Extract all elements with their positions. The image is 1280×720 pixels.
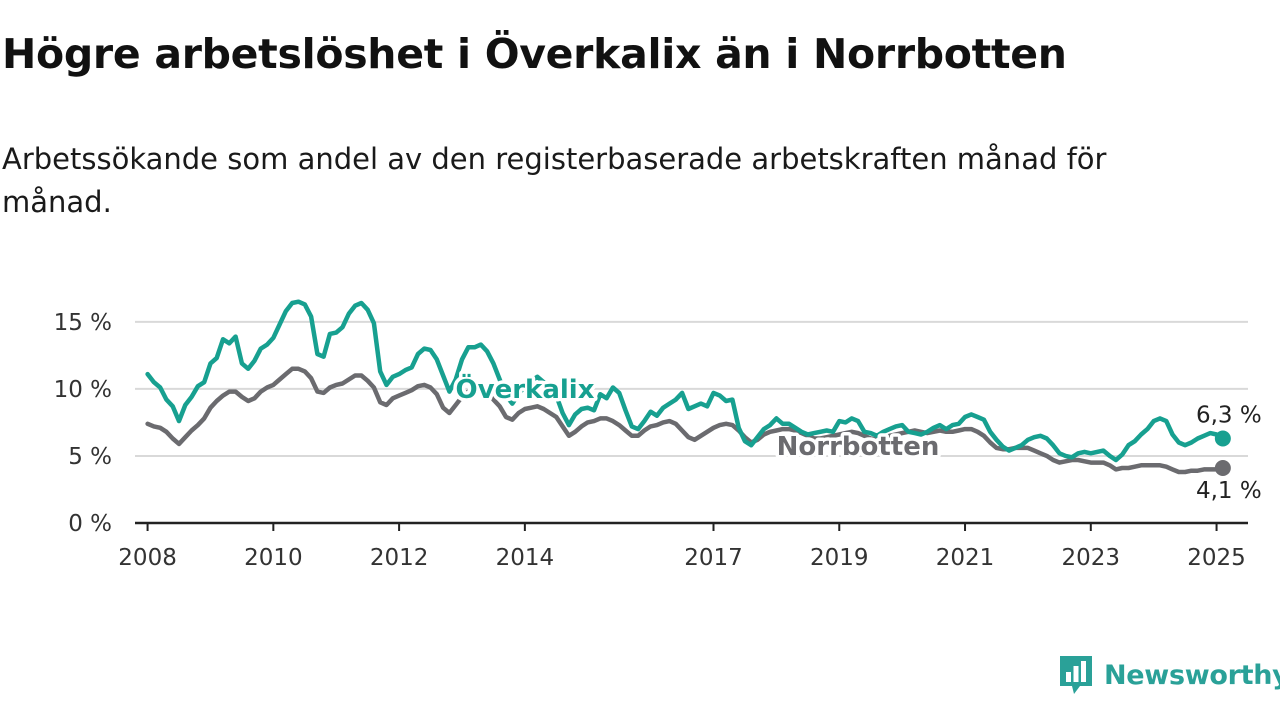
x-tick-label: 2023: [1062, 545, 1121, 571]
x-tick-label: 2012: [370, 545, 429, 571]
y-tick-label: 10 %: [54, 377, 112, 403]
y-tick-label: 5 %: [68, 444, 112, 470]
end-point-overkalix: [1214, 430, 1231, 447]
series-line-overkalix: [145, 299, 1226, 463]
y-tick-label: 0 %: [68, 511, 112, 537]
end-value-label-overkalix: 6,3 %: [1196, 403, 1262, 429]
end-value-label-norrbotten: 4,1 %: [1196, 478, 1262, 504]
x-tick-label: 2010: [244, 545, 303, 571]
series-label-overkalix: Överkalix: [456, 372, 595, 405]
series-line-norrbotten: [145, 366, 1226, 475]
x-tick-label: 2017: [684, 545, 743, 571]
chart-title: Högre arbetslöshet i Överkalix än i Norr…: [2, 30, 1067, 78]
x-tick-label: 2008: [118, 545, 177, 571]
brand-logo: Newsworthy: [1058, 654, 1280, 696]
x-tick-label: 2014: [496, 545, 555, 571]
brand-name: Newsworthy: [1104, 659, 1280, 691]
x-tick-label: 2021: [936, 545, 995, 571]
y-tick-label: 15 %: [54, 310, 112, 336]
newsworthy-chart-bubble-icon: [1060, 656, 1092, 694]
x-tick-label: 2025: [1187, 545, 1246, 571]
end-point-norrbotten: [1214, 460, 1231, 477]
chart-subtitle: Arbetssökande som andel av den registerb…: [2, 142, 1107, 219]
x-tick-label: 2019: [810, 545, 869, 571]
series-label-norrbotten: Norrbotten: [777, 432, 940, 462]
